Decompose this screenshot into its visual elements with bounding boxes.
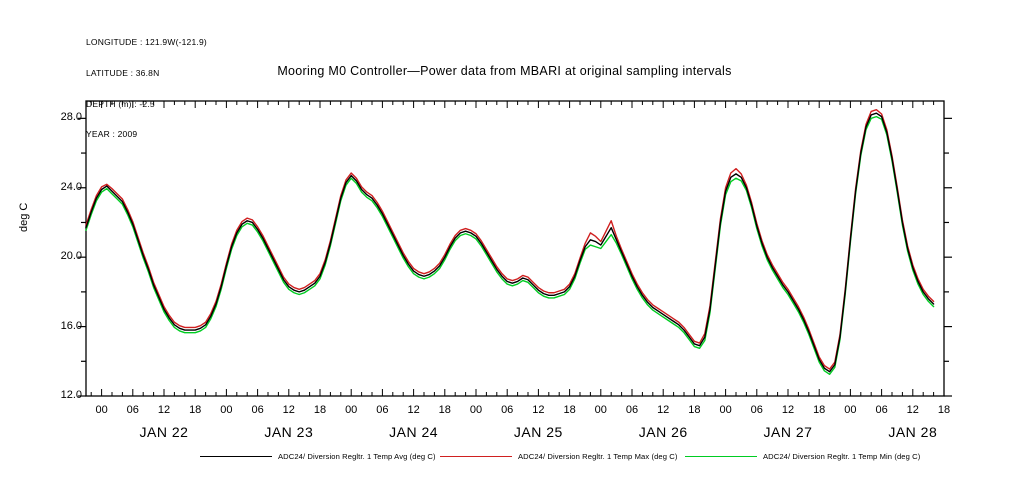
x-hour-label: 18	[563, 404, 576, 416]
x-hour-label: 18	[937, 404, 951, 416]
x-day-label: JAN 27	[763, 424, 813, 440]
x-hour-label: 12	[407, 404, 420, 416]
legend-entry: ADC24/ Diversion Regltr. 1 Temp Max (deg…	[440, 449, 677, 463]
station-metadata: LONGITUDE : 121.9W(-121.9) LATITUDE : 36…	[86, 17, 207, 160]
y-tick-label: 28.0	[60, 111, 82, 124]
x-hour-label: 18	[189, 404, 202, 416]
x-day-label: JAN 25	[513, 424, 563, 440]
legend-entry: ADC24/ Diversion Regltr. 1 Temp Min (deg…	[685, 449, 920, 463]
metadata-longitude: LONGITUDE : 121.9W(-121.9)	[86, 37, 207, 48]
y-tick-label: 20.0	[60, 250, 82, 263]
x-hour-label: 00	[469, 404, 483, 416]
x-hour-label: 12	[906, 404, 919, 416]
y-tick-label: 16.0	[60, 319, 82, 332]
series-line	[85, 112, 935, 373]
x-hour-label: 18	[313, 404, 327, 416]
x-day-label: JAN 23	[264, 424, 314, 440]
chart-legend: ADC24/ Diversion Regltr. 1 Temp Avg (deg…	[0, 449, 1009, 465]
metadata-depth: DEPTH (m) : -2.5	[86, 98, 155, 109]
legend-label: ADC24/ Diversion Regltr. 1 Temp Avg (deg…	[278, 451, 436, 461]
x-hour-label: 18	[688, 404, 701, 416]
legend-entry: ADC24/ Diversion Regltr. 1 Temp Avg (deg…	[200, 449, 436, 463]
x-hour-label: 12	[157, 404, 171, 416]
series-line	[85, 115, 935, 376]
x-hour-label: 18	[438, 404, 451, 416]
legend-label: ADC24/ Diversion Regltr. 1 Temp Min (deg…	[763, 451, 921, 461]
legend-swatch	[440, 455, 512, 457]
x-hour-label: 06	[251, 404, 264, 416]
chart-title: Mooring M0 Controller—Power data from MB…	[277, 64, 732, 78]
x-hour-label: 12	[532, 404, 545, 416]
x-hour-label: 00	[220, 404, 233, 416]
x-hour-label: 12	[781, 404, 795, 416]
x-hour-label: 18	[813, 404, 826, 416]
x-day-label: JAN 26	[638, 424, 688, 440]
x-hour-label: 00	[844, 404, 857, 416]
metadata-year: YEAR : 2009	[86, 129, 138, 140]
x-hour-label: 12	[282, 404, 295, 416]
metadata-latitude: LATITUDE : 36.8N	[86, 68, 160, 79]
x-hour-label: 06	[750, 404, 763, 416]
x-hour-label: 00	[95, 404, 108, 416]
x-hour-label: 06	[501, 404, 514, 416]
x-hour-label: 06	[625, 404, 639, 416]
x-day-label: JAN 28	[888, 424, 938, 440]
x-day-label: JAN 24	[389, 424, 439, 440]
x-hour-label: 06	[376, 404, 389, 416]
x-hour-label: 06	[126, 404, 139, 416]
x-hour-label: 00	[719, 404, 732, 416]
x-day-label: JAN 22	[139, 424, 189, 440]
plot-frame	[85, 100, 945, 397]
x-hour-label: 06	[875, 404, 888, 416]
legend-label: ADC24/ Diversion Regltr. 1 Temp Max (deg…	[518, 451, 678, 461]
y-tick-label: 12.0	[60, 389, 82, 401]
x-hour-label: 00	[345, 404, 358, 416]
legend-swatch	[200, 455, 272, 457]
x-hour-label: 00	[594, 404, 607, 416]
y-tick-label: 24.0	[60, 180, 82, 193]
legend-swatch	[685, 455, 757, 457]
x-hour-label: 12	[657, 404, 670, 416]
